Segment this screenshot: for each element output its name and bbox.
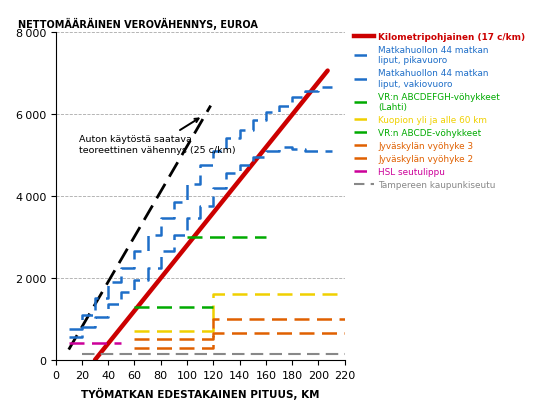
X-axis label: TYÖMATKAN EDESTAKAINEN PITUUS, KM: TYÖMATKAN EDESTAKAINEN PITUUS, KM bbox=[81, 387, 319, 398]
Text: NETTOMÄÄRÄINEN VEROVÄHENNYS, EUROA: NETTOMÄÄRÄINEN VEROVÄHENNYS, EUROA bbox=[18, 18, 258, 29]
Legend: Kilometripohjainen (17 c/km), Matkahuollon 44 matkan
liput, pikavuoro, Matkahuol: Kilometripohjainen (17 c/km), Matkahuoll… bbox=[350, 29, 529, 193]
Text: Auton käytöstä saatava
teoreettinen vähennys (25 c/km): Auton käytöstä saatava teoreettinen vähe… bbox=[80, 119, 236, 154]
